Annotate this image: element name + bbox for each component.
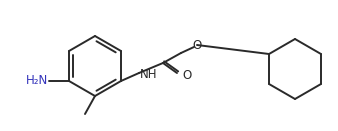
Text: O: O [182,69,191,81]
Text: NH: NH [140,67,158,81]
Text: O: O [192,39,201,51]
Text: H₂N: H₂N [26,75,48,88]
